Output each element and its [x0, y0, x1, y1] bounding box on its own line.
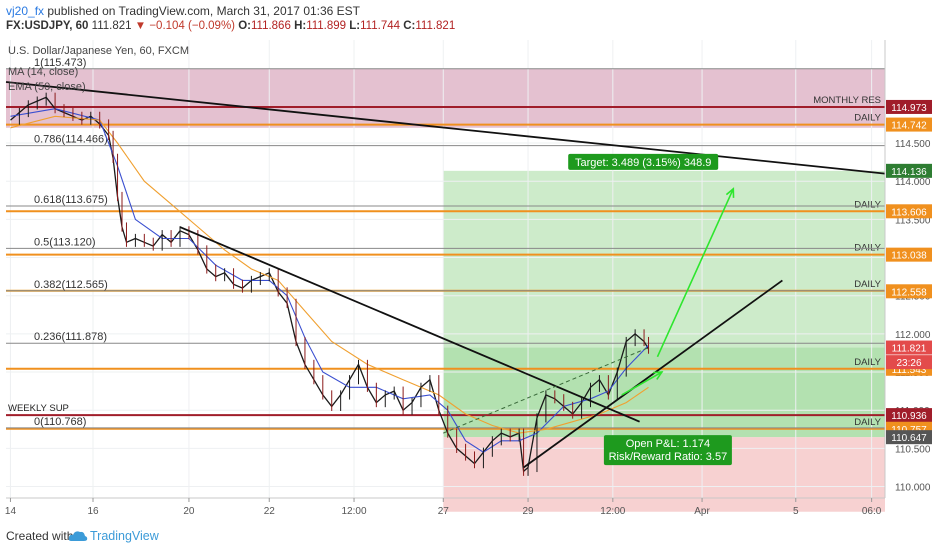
grid-layer	[6, 40, 885, 498]
price-tag: 113.606	[891, 207, 927, 218]
price-tag-box	[886, 247, 932, 262]
trendline	[179, 226, 640, 423]
price-tag-box	[886, 355, 932, 370]
publish-line: vj20_fx published on TradingView.com, Ma…	[6, 4, 360, 18]
fib-label: 1(115.473)	[34, 57, 86, 69]
projection-arrow	[656, 188, 735, 358]
level-label: MONTHLY RES	[813, 95, 881, 106]
y-tick-label: 114.500	[895, 139, 931, 150]
open-profit-zone	[443, 347, 885, 438]
level-label: DAILY	[854, 113, 881, 124]
price-tag-box	[886, 430, 932, 445]
x-tick-label: Apr	[694, 506, 710, 517]
open-value: 111.866	[250, 20, 291, 32]
chart-header: vj20_fx published on TradingView.com, Ma…	[0, 0, 932, 40]
x-tick-label: 06:0	[862, 506, 882, 517]
close-value: 111.821	[415, 20, 456, 32]
price-change: −0.104 (−0.09%)	[149, 20, 235, 32]
price-tag: 111.821	[892, 344, 927, 355]
level-label: DAILY	[854, 417, 881, 428]
legend-ema: EMA (50, close)	[8, 81, 86, 93]
series-line	[10, 115, 649, 434]
legend-title: U.S. Dollar/Japanese Yen, 60, FXCM	[8, 45, 189, 57]
last-price: 111.821	[91, 20, 132, 32]
high-value: 111.899	[306, 20, 347, 32]
pnl-label: Open P&L: 1.174	[626, 438, 710, 450]
trendline-layer	[5, 81, 886, 469]
pnl-label-box	[603, 435, 732, 466]
fib-label: 0.5(113.120)	[34, 236, 96, 248]
arrow-head-icon	[725, 187, 735, 198]
author-link[interactable]: vj20_fx	[6, 4, 45, 18]
arrow-head-icon	[652, 371, 664, 380]
created-with-text: Created with	[6, 529, 74, 543]
level-label: WEEKLY SUP	[8, 403, 69, 414]
x-tick-label: 20	[183, 506, 195, 517]
x-tick-label: 27	[438, 506, 450, 517]
x-tick-label: 16	[87, 506, 99, 517]
rr-label: Risk/Reward Ratio: 3.57	[609, 451, 728, 463]
price-tag: 110.936	[891, 411, 927, 422]
low-value: 111.744	[360, 20, 401, 32]
price-tag: 114.973	[891, 103, 927, 114]
x-tick-label: 14	[5, 506, 17, 517]
labels-layer: Target: 3.489 (3.15%) 348.9 Open P&L: 1.1…	[568, 153, 732, 466]
y-tick-label: 114.000	[895, 177, 931, 188]
level-label: DAILY	[854, 279, 881, 290]
x-tick-label: 5	[793, 506, 799, 517]
target-label: Target: 3.489 (3.15%) 348.9	[575, 157, 711, 169]
y-tick-label: 110.500	[895, 444, 931, 455]
price-tag-box	[886, 408, 932, 423]
series-layer	[10, 92, 650, 476]
level-label: DAILY	[854, 199, 881, 210]
legend-ma: MA (14, close)	[8, 66, 78, 78]
x-tick-label: 12:00	[600, 506, 625, 517]
series-line	[10, 108, 649, 453]
tradingview-brand[interactable]: TradingView	[90, 529, 159, 543]
y-tick-label: 113.500	[895, 215, 931, 226]
series-line	[10, 96, 650, 473]
fib-label: 0(110.768)	[34, 416, 86, 428]
symbol-line: FX:USDJPY, 60 111.821 ▼ −0.104 (−0.09%) …	[6, 20, 456, 32]
published-text: published on TradingView.com, March 31, …	[47, 4, 361, 18]
price-tag-box	[886, 163, 932, 178]
x-tick-label: 12:00	[342, 506, 367, 517]
down-triangle-icon: ▼	[134, 20, 147, 32]
footer: Created with TradingView	[0, 523, 932, 550]
fib-layer: 1(115.473) 0.786(114.466) 0.618(113.675) 0.…	[6, 57, 885, 429]
tradingview-cloud-icon	[68, 531, 88, 541]
level-label: DAILY	[854, 357, 881, 368]
fib-label: 0.618(113.675)	[34, 194, 108, 206]
trendline	[523, 279, 783, 469]
price-tag: 112.558	[891, 287, 927, 298]
fib-label: 0.382(112.565)	[34, 279, 108, 291]
price-tag-box	[886, 284, 932, 299]
price-tag: 23:26	[896, 358, 921, 369]
axis-layer: 114.500114.000113.500113.000112.500112.0…	[5, 40, 932, 517]
price-tag: 113.038	[891, 251, 927, 262]
y-tick-label: 112.000	[895, 330, 931, 341]
price-tag-box	[886, 99, 932, 114]
target-label-box	[568, 153, 719, 170]
price-tag-box	[886, 117, 932, 132]
projection-arrow	[621, 371, 663, 396]
price-tag: 110.647	[891, 433, 927, 444]
price-tag: 111.543	[892, 365, 927, 376]
symbol-name: FX:USDJPY, 60	[6, 20, 89, 32]
fib-label: 0.236(111.878)	[34, 331, 107, 343]
price-tag: 114.136	[891, 167, 927, 178]
fib-label: 0.786(114.466)	[34, 134, 108, 146]
price-tag-box	[886, 340, 932, 355]
price-tag-box	[886, 204, 932, 219]
price-tag: 114.742	[891, 121, 927, 132]
entry-dashed-line	[443, 347, 649, 434]
price-chart[interactable]: MONTHLY RES DAILY DAILY DAILY DAILY DAILY WEEK…	[0, 40, 932, 523]
trendline	[5, 81, 886, 175]
x-tick-label: 29	[522, 506, 534, 517]
zones-layer	[6, 68, 885, 512]
resistance-zone	[6, 68, 885, 128]
y-tick-label: 110.000	[895, 483, 931, 494]
legend-layer: U.S. Dollar/Japanese Yen, 60, FXCM MA (1…	[8, 45, 189, 93]
x-tick-label: 22	[264, 506, 276, 517]
